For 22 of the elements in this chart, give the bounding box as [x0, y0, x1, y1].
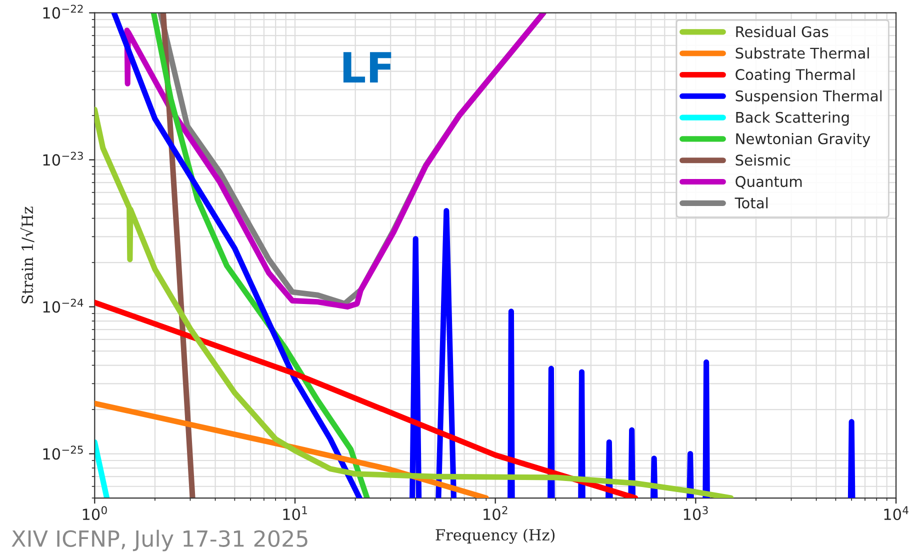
legend-label: Quantum: [736, 176, 802, 189]
y-tick-label: 10$^{−22}$: [43, 4, 83, 19]
legend-label: Suspension Thermal: [736, 90, 882, 104]
legend-label: Total: [734, 197, 768, 208]
y-tick-label: 10$^{−24}$: [43, 298, 84, 313]
x-tick-label: 10$^{2}$: [484, 506, 508, 520]
x-tick-label: 10$^{4}$: [884, 506, 908, 520]
x-axis-title: Frequency (Hz): [436, 528, 555, 544]
x-tick-label: 10$^{0}$: [82, 506, 107, 520]
legend-label: Substrate Thermal: [736, 47, 869, 59]
legend-label: Back Scattering: [736, 112, 849, 126]
legend-label: Newtonian Gravity: [736, 132, 870, 148]
legend-label: Seismic: [736, 154, 790, 166]
text: XIV ICFNP, July 17-31 2025: [12, 530, 308, 552]
legend-label: Coating Thermal: [736, 68, 854, 83]
legend-label: Residual Gas: [736, 26, 828, 38]
x-tick-label: 10$^{1}$: [283, 506, 307, 520]
y-axis-title: Strain 1/√Hz: [20, 206, 34, 304]
annotation: LF: [343, 52, 392, 83]
y-tick-label: 10$^{−25}$: [43, 446, 83, 460]
x-tick-label: 10$^{3}$: [684, 506, 708, 520]
y-tick-label: 10$^{−23}$: [43, 152, 83, 166]
